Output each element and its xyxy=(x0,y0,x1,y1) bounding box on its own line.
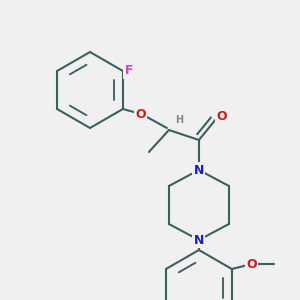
Text: N: N xyxy=(194,233,204,247)
Text: F: F xyxy=(125,64,133,77)
Text: O: O xyxy=(136,107,146,121)
Text: N: N xyxy=(194,164,204,176)
Text: H: H xyxy=(175,115,183,125)
Text: O: O xyxy=(217,110,227,122)
Text: O: O xyxy=(247,257,257,271)
